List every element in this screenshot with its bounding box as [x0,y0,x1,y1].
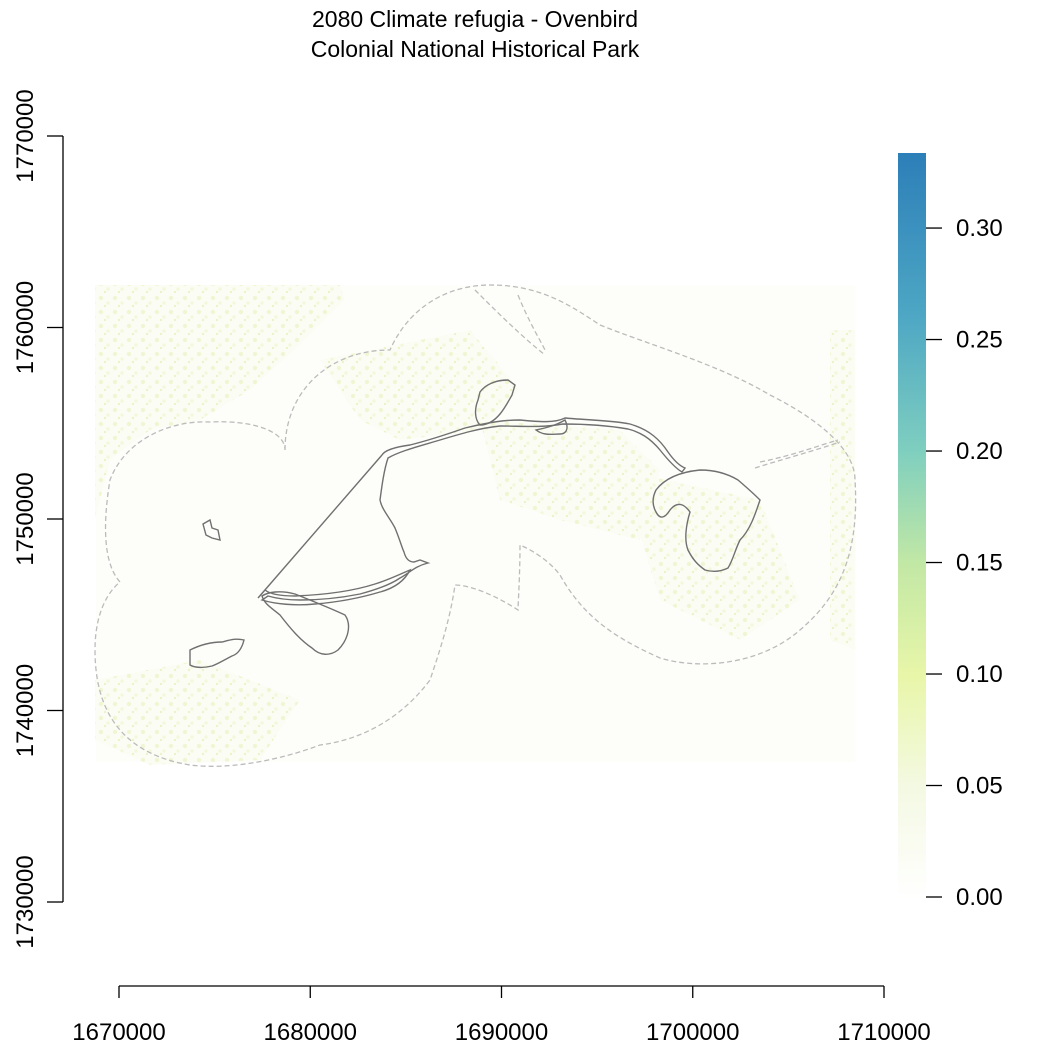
legend-tick-label: 0.30 [956,215,1003,242]
park-boundary [189,379,761,669]
map-subtitle: Colonial National Historical Park [310,36,640,62]
x-tick-label: 1710000 [837,1019,930,1046]
y-tick-label: 1730000 [12,855,39,948]
legend-tick-label: 0.00 [956,884,1003,911]
jamestown-island-boundary [261,591,350,655]
x-tick-label: 1680000 [264,1019,357,1046]
york-river-parkway-segment [257,417,687,606]
refugia-raster [95,285,856,765]
y-tick-label: 1740000 [12,664,39,757]
buffer-outline [94,284,857,767]
y-tick-label: 1770000 [12,89,39,182]
legend-tick-label: 0.25 [956,327,1003,354]
legend-tick-label: 0.05 [956,773,1003,800]
x-tick-label: 1700000 [646,1019,739,1046]
green-spring-unit-boundary [189,638,245,669]
legend-tick-label: 0.15 [956,550,1003,577]
small-parcel-boundary [202,518,221,541]
y-tick-label: 1760000 [12,281,39,374]
yorktown-battlefield-boundary [652,469,761,573]
creek-parcel-boundary [534,419,568,436]
map-axes: 1730000 1740000 1750000 1760000 1770000 1670… [12,89,931,1046]
legend-ticks: 0.00 0.05 0.10 0.15 0.20 0.25 0.30 [926,215,1003,911]
legend-color-bar [898,153,926,900]
x-tick-label: 1690000 [455,1019,548,1046]
color-legend: 0.00 0.05 0.10 0.15 0.20 0.25 0.30 [898,153,1003,911]
x-tick-label: 1670000 [72,1019,165,1046]
map-title: 2080 Climate refugia - Ovenbird [312,6,638,32]
legend-tick-label: 0.10 [956,661,1003,688]
yorktown-unit-boundary [474,379,516,426]
legend-tick-label: 0.20 [956,438,1003,465]
y-tick-label: 1750000 [12,472,39,565]
y-axis-ticks: 1730000 1740000 1750000 1760000 1770000 [12,89,63,949]
x-axis-ticks: 1670000 1680000 1690000 1700000 1710000 [72,986,931,1046]
